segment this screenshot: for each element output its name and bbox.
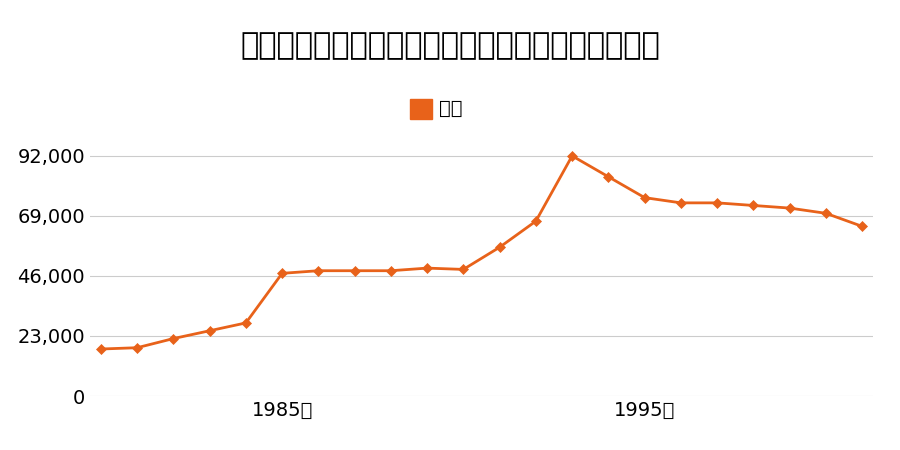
Text: 価格: 価格 xyxy=(439,99,463,117)
Text: 埼玉県北本市大字北本宿字下原８３番４の地価推移: 埼玉県北本市大字北本宿字下原８３番４の地価推移 xyxy=(240,32,660,60)
